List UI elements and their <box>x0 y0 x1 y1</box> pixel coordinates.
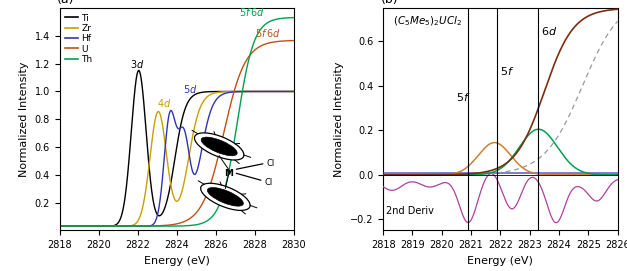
Legend: Ti, Zr, Hf, U, Th: Ti, Zr, Hf, U, Th <box>64 13 93 65</box>
Y-axis label: Normalized Intensity: Normalized Intensity <box>19 62 29 177</box>
Text: $6d$: $6d$ <box>541 25 557 37</box>
Text: $4d$: $4d$ <box>157 97 172 109</box>
Y-axis label: Normalized Intensity: Normalized Intensity <box>334 62 344 177</box>
Text: $3d$: $3d$ <box>130 58 144 70</box>
Text: (b): (b) <box>381 0 398 6</box>
X-axis label: Energy (eV): Energy (eV) <box>467 256 534 266</box>
Text: $5d$: $5d$ <box>182 83 197 95</box>
Text: $(C_5Me_5)_2UCl_2$: $(C_5Me_5)_2UCl_2$ <box>393 15 461 28</box>
Text: $5f$: $5f$ <box>500 65 514 77</box>
Text: 2nd Deriv: 2nd Deriv <box>386 206 434 216</box>
X-axis label: Energy (eV): Energy (eV) <box>144 256 210 266</box>
Text: $5f\/6d$: $5f\/6d$ <box>240 7 265 18</box>
Text: (a): (a) <box>57 0 75 6</box>
Text: $5f$: $5f$ <box>456 91 470 104</box>
Text: $5f\/6d$: $5f\/6d$ <box>255 27 281 39</box>
